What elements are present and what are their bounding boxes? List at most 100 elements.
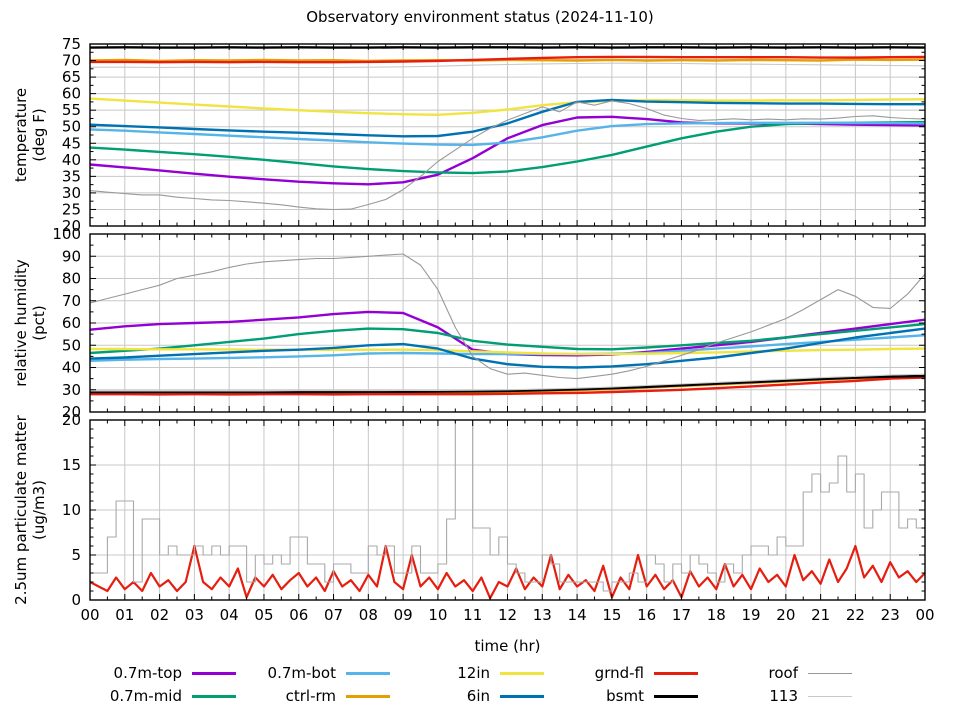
legend-item-6in: 6in — [416, 686, 544, 706]
legend-item-07m-mid: 0.7m-mid — [108, 686, 236, 706]
legend-item-roof: roof — [724, 663, 852, 683]
y-axis-label: relative humidity — [12, 259, 30, 387]
legend-column: 0.7m-top 0.7m-mid — [108, 663, 236, 706]
legend-swatch — [654, 694, 698, 698]
y-tick-label: 70 — [62, 52, 81, 70]
legend-item-grnd-fl: grnd-fl — [570, 663, 698, 683]
y-tick-label: 60 — [62, 85, 81, 103]
y-tick-label: 30 — [62, 381, 81, 399]
x-axis-title: time (hr) — [474, 637, 541, 655]
series-temperature-roof — [89, 100, 926, 211]
x-tick-label: 15 — [602, 606, 621, 624]
legend-swatch — [654, 671, 698, 675]
series-humidity-0.7m-bot — [89, 334, 926, 362]
legend-swatch — [346, 694, 390, 698]
legend-label: 0.7m-mid — [109, 687, 182, 705]
legend: 0.7m-top 0.7m-mid 0.7m-bot ctrl-rm 12in — [0, 663, 960, 706]
x-tick-label: 19 — [741, 606, 760, 624]
legend-column: 12in 6in — [416, 663, 544, 706]
legend-column: grnd-fl bsmt — [570, 663, 698, 706]
y-tick-label: 0 — [71, 591, 81, 609]
y-tick-label: 20 — [62, 217, 81, 235]
x-tick-label: 12 — [498, 606, 517, 624]
legend-item-12in: 12in — [416, 663, 544, 683]
series-temperature-6in — [89, 98, 925, 138]
x-tick-label: 17 — [672, 606, 691, 624]
series-humidity-0.7m-mid — [89, 322, 926, 355]
legend-label: bsmt — [606, 687, 644, 705]
series-humidity-12in — [90, 347, 926, 356]
legend-label: 0.7m-top — [113, 664, 182, 682]
series-temperature-grnd-fl — [90, 55, 926, 64]
y-tick-label: 20 — [62, 403, 81, 421]
x-tick-label: 00 — [80, 606, 99, 624]
y-axis-label: temperature — [12, 88, 30, 182]
x-tick-label: 13 — [533, 606, 552, 624]
y-tick-label: 80 — [62, 270, 81, 288]
y-tick-label: 65 — [62, 68, 81, 86]
legend-item-ctrl-rm: ctrl-rm — [262, 686, 390, 706]
y-tick-label: 45 — [62, 134, 81, 152]
series-pm25-grnd-fl — [89, 544, 926, 600]
y-tick-label: 5 — [71, 546, 81, 564]
y-tick-label: 10 — [62, 501, 81, 519]
legend-label: roof — [768, 664, 798, 682]
legend-column: 0.7m-bot ctrl-rm — [262, 663, 390, 706]
series-humidity-6in — [89, 327, 926, 369]
chart-title: Observatory environment status (2024-11-… — [306, 8, 654, 26]
x-tick-label: 02 — [150, 606, 169, 624]
panel-pm25: 0 5 10 15 20 2.5um particulate matter (ug/m3) — [12, 411, 926, 609]
x-tick-label: 01 — [115, 606, 134, 624]
series-humidity-113 — [90, 373, 926, 392]
x-tick-label: 14 — [568, 606, 587, 624]
panel-humidity: 20 30 40 50 60 70 80 90 100 relative humidity (pct… — [12, 225, 926, 421]
y-tick-label: 30 — [62, 184, 81, 202]
x-tick-label: 20 — [776, 606, 795, 624]
legend-item-bsmt: bsmt — [570, 686, 698, 706]
legend-swatch — [500, 694, 544, 698]
legend-swatch — [192, 694, 236, 698]
x-tick-label: 06 — [289, 606, 308, 624]
legend-label: 6in — [466, 687, 490, 705]
y-axis-label: (ug/m3) — [30, 480, 48, 540]
legend-item-113: 113 — [724, 686, 852, 706]
y-axis-label: 2.5um particulate matter — [12, 414, 30, 604]
y-tick-label: 20 — [62, 411, 81, 429]
legend-swatch — [346, 671, 390, 675]
legend-swatch — [500, 671, 544, 675]
series-temperature-0.7m-bot — [89, 121, 926, 147]
x-tick-label: 04 — [220, 606, 239, 624]
series-pm25-roof — [90, 419, 926, 592]
legend-swatch — [808, 672, 852, 674]
y-tick-label: 100 — [52, 225, 81, 243]
x-tick-label: 00 — [915, 606, 934, 624]
x-tick-label: 05 — [254, 606, 273, 624]
y-tick-label: 50 — [62, 118, 81, 136]
series-humidity-grnd-fl — [90, 376, 926, 396]
series-temperature-113 — [90, 62, 926, 69]
legend-label: ctrl-rm — [285, 687, 336, 705]
legend-label: 0.7m-bot — [267, 664, 336, 682]
series-temperature-0.7m-mid — [89, 120, 926, 175]
y-tick-label: 90 — [62, 247, 81, 265]
y-tick-label: 60 — [62, 314, 81, 332]
legend-label: grnd-fl — [594, 664, 644, 682]
series-temperature-12in — [89, 97, 926, 116]
y-tick-label: 70 — [62, 292, 81, 310]
legend-label: 12in — [457, 664, 490, 682]
y-tick-label: 40 — [62, 359, 81, 377]
legend-swatch — [192, 671, 236, 675]
y-tick-label: 55 — [62, 101, 81, 119]
y-tick-label: 50 — [62, 336, 81, 354]
legend-item-07m-bot: 0.7m-bot — [262, 663, 390, 683]
x-tick-label: 23 — [881, 606, 900, 624]
x-tick-label: 22 — [846, 606, 865, 624]
y-tick-label: 35 — [62, 167, 81, 185]
x-tick-label: 16 — [637, 606, 656, 624]
y-tick-label: 15 — [62, 456, 81, 474]
x-tick-label: 11 — [463, 606, 482, 624]
series-humidity-bsmt — [90, 374, 926, 394]
legend-swatch — [808, 695, 852, 697]
